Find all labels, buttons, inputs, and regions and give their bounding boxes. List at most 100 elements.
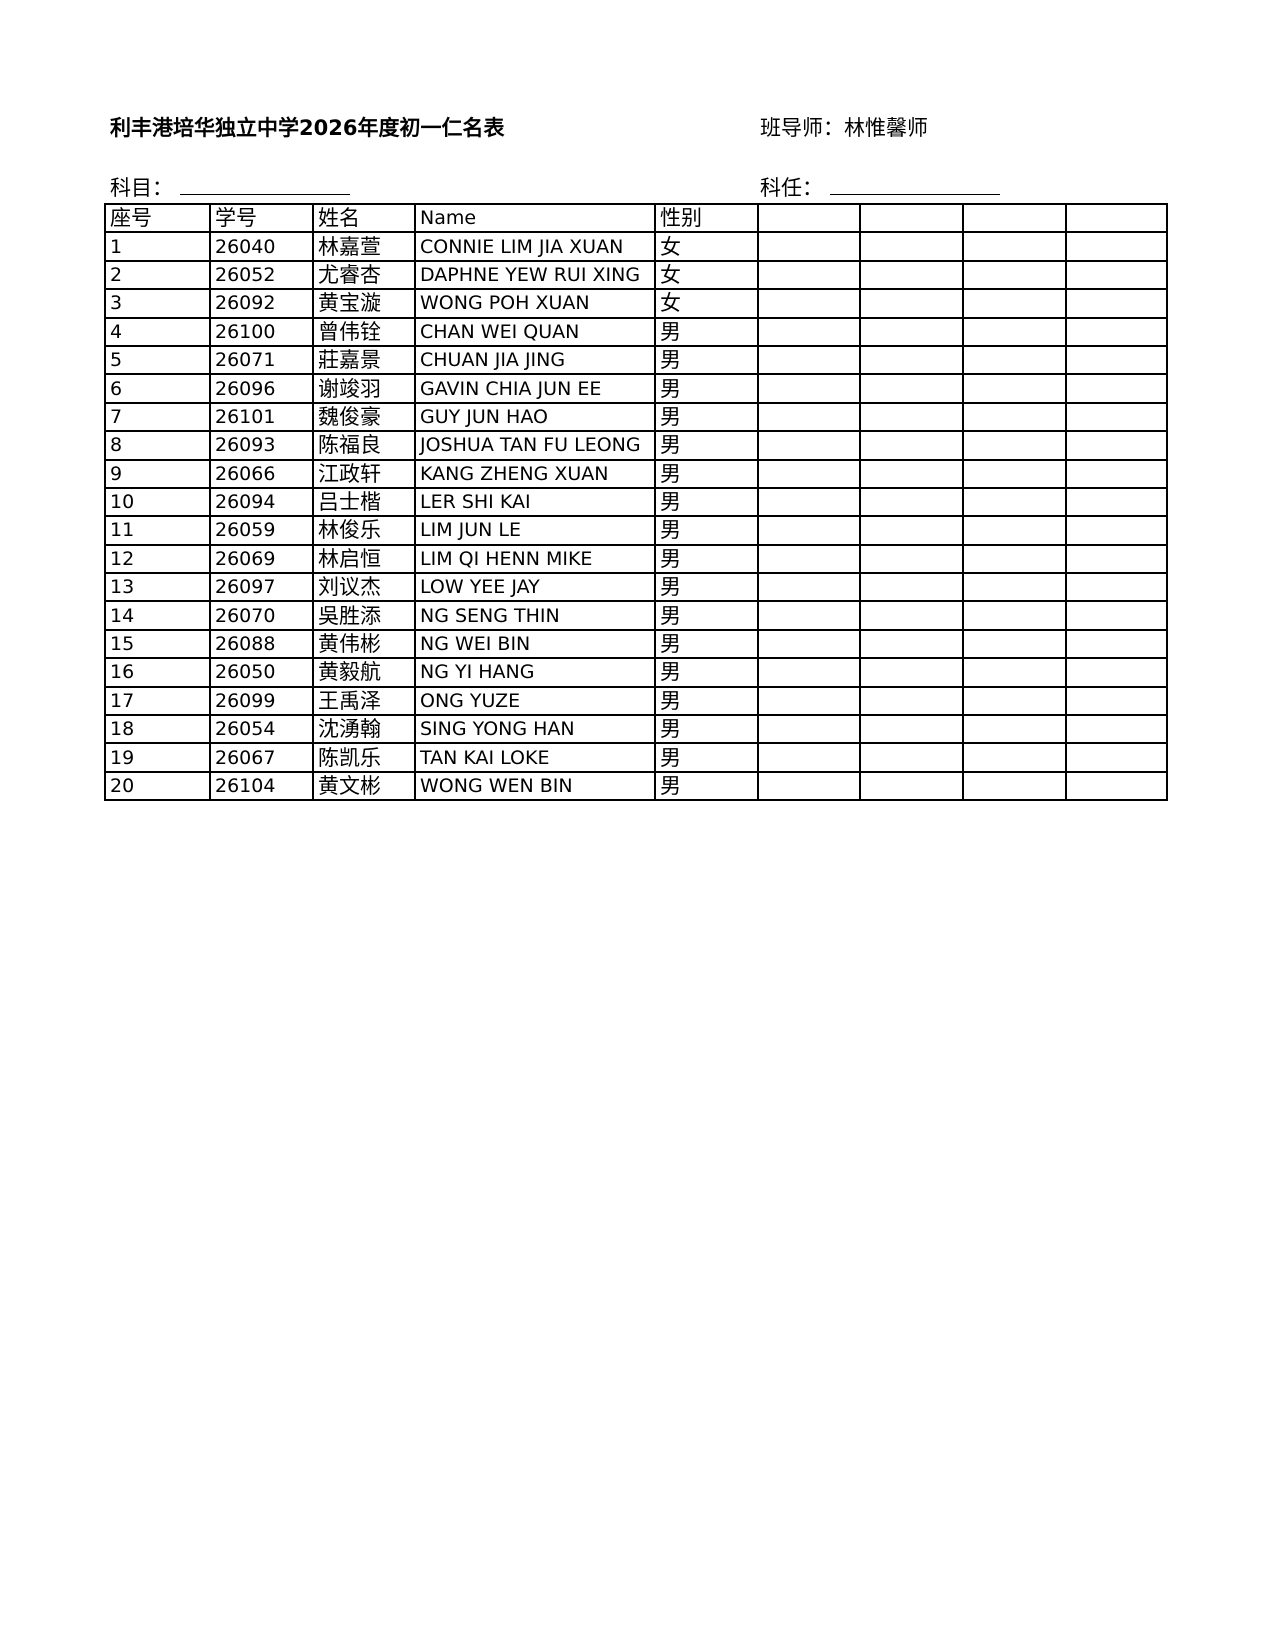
class-teacher: 班导师：林惟馨师: [760, 112, 928, 142]
cell-seat-no: 17: [104, 685, 211, 717]
cell-blank: [859, 515, 964, 546]
table-row: 1 26040 林嘉萱 CONNIE LIM JIA XUAN 女: [104, 231, 1168, 262]
cell-student-id: 26088: [209, 628, 314, 660]
cell-gender: 性别: [654, 202, 759, 234]
cell-chinese-name: 陈福良: [312, 430, 416, 461]
cell-blank: [962, 770, 1067, 802]
cell-student-id: 26071: [209, 344, 314, 376]
cell-gender: 男: [654, 657, 759, 688]
cell-student-id: 26092: [209, 288, 314, 319]
cell-blank: [757, 430, 861, 461]
cell-blank: [757, 344, 861, 376]
cell-student-id: 26067: [209, 742, 314, 773]
cell-seat-no: 20: [104, 770, 211, 802]
cell-gender: 男: [654, 458, 759, 489]
cell-blank: [859, 543, 964, 575]
cell-chinese-name: 黄宝漩: [312, 288, 416, 319]
table-row: 12 26069 林启恒 LIM QI HENN MIKE 男: [104, 543, 1168, 575]
subject-teacher-label: 科任：: [760, 176, 823, 200]
cell-seat-no: 6: [104, 373, 211, 404]
table-row: 8 26093 陈福良 JOSHUA TAN FU LEONG 男: [104, 430, 1168, 461]
table-row: 4 26100 曾伟铨 CHAN WEI QUAN 男: [104, 316, 1168, 347]
cell-blank: [757, 543, 861, 575]
cell-chinese-name: 林嘉萱: [312, 231, 416, 262]
cell-gender: 女: [654, 288, 759, 319]
cell-blank: [859, 685, 964, 717]
cell-english-name: LER SHI KAI: [414, 486, 656, 518]
cell-blank: [757, 657, 861, 688]
cell-seat-no: 18: [104, 714, 211, 745]
cell-blank: [962, 685, 1067, 717]
cell-blank: [962, 202, 1067, 234]
cell-student-id: 26099: [209, 685, 314, 717]
cell-blank: [962, 657, 1067, 688]
table-row: 17 26099 王禹泽 ONG YUZE 男: [104, 685, 1168, 717]
cell-english-name: CHAN WEI QUAN: [414, 316, 656, 347]
cell-english-name: DAPHNE YEW RUI XING: [414, 259, 656, 291]
cell-seat-no: 8: [104, 430, 211, 461]
cell-blank: [757, 316, 861, 347]
document-title: 利丰港培华独立中学2026年度初一仁名表: [110, 116, 505, 140]
cell-seat-no: 座号: [104, 202, 211, 234]
cell-seat-no: 5: [104, 344, 211, 376]
cell-student-id: 26069: [209, 543, 314, 575]
cell-blank: [962, 288, 1067, 319]
cell-blank: [962, 600, 1067, 631]
cell-english-name: LIM QI HENN MIKE: [414, 543, 656, 575]
cell-blank: [859, 770, 964, 802]
cell-english-name: TAN KAI LOKE: [414, 742, 656, 773]
table-row: 19 26067 陈凯乐 TAN KAI LOKE 男: [104, 742, 1168, 773]
cell-blank: [1065, 430, 1168, 461]
cell-gender: 男: [654, 742, 759, 773]
subject-teacher-field: 科任：: [760, 172, 1000, 202]
cell-blank: [1065, 600, 1168, 631]
table-row: 14 26070 吳胜添 NG SENG THIN 男: [104, 600, 1168, 631]
cell-blank: [962, 259, 1067, 291]
cell-blank: [962, 401, 1067, 433]
cell-english-name: CHUAN JIA JING: [414, 344, 656, 376]
cell-blank: [757, 628, 861, 660]
table-row: 16 26050 黄毅航 NG YI HANG 男: [104, 657, 1168, 688]
cell-english-name: NG YI HANG: [414, 657, 656, 688]
table-row: 15 26088 黄伟彬 NG WEI BIN 男: [104, 628, 1168, 660]
cell-seat-no: 1: [104, 231, 211, 262]
cell-blank: [757, 373, 861, 404]
cell-blank: [859, 657, 964, 688]
cell-english-name: LOW YEE JAY: [414, 572, 656, 603]
cell-student-id: 26052: [209, 259, 314, 291]
subject-field: 科目：: [110, 172, 350, 202]
table-row: 5 26071 莊嘉景 CHUAN JIA JING 男: [104, 344, 1168, 376]
cell-gender: 男: [654, 344, 759, 376]
cell-blank: [859, 714, 964, 745]
cell-blank: [757, 685, 861, 717]
cell-student-id: 26050: [209, 657, 314, 688]
cell-blank: [1065, 714, 1168, 745]
cell-student-id: 26094: [209, 486, 314, 518]
cell-english-name: LIM JUN LE: [414, 515, 656, 546]
cell-blank: [859, 316, 964, 347]
cell-gender: 男: [654, 316, 759, 347]
cell-blank: [1065, 316, 1168, 347]
cell-english-name: ONG YUZE: [414, 685, 656, 717]
cell-blank: [757, 714, 861, 745]
cell-english-name: GAVIN CHIA JUN EE: [414, 373, 656, 404]
cell-blank: [757, 202, 861, 234]
cell-seat-no: 3: [104, 288, 211, 319]
cell-english-name: GUY JUN HAO: [414, 401, 656, 433]
cell-blank: [1065, 373, 1168, 404]
cell-student-id: 26104: [209, 770, 314, 802]
cell-blank: [962, 572, 1067, 603]
cell-gender: 男: [654, 515, 759, 546]
cell-chinese-name: 林俊乐: [312, 515, 416, 546]
cell-seat-no: 2: [104, 259, 211, 291]
cell-blank: [859, 628, 964, 660]
cell-chinese-name: 王禹泽: [312, 685, 416, 717]
cell-blank: [859, 600, 964, 631]
cell-chinese-name: 沈湧翰: [312, 714, 416, 745]
table-row: 18 26054 沈湧翰 SING YONG HAN 男: [104, 714, 1168, 745]
cell-blank: [859, 288, 964, 319]
class-teacher-label: 班导师：: [760, 116, 844, 140]
subject-blank-line: [179, 174, 350, 195]
cell-student-id: 26101: [209, 401, 314, 433]
cell-blank: [859, 430, 964, 461]
